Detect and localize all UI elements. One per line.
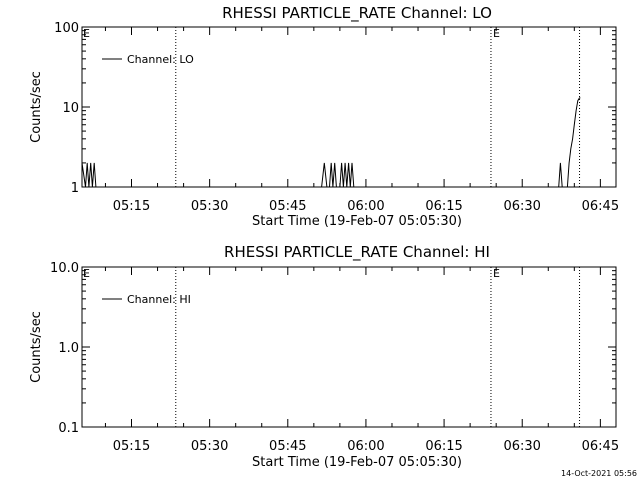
y-axis-label: Counts/sec [29,71,44,143]
x-axis-label: Start Time (19-Feb-07 05:05:30) [252,455,462,470]
x-tick-label: 06:15 [425,439,462,454]
y-tick-label: 10 [62,101,79,116]
x-axis-label: Start Time (19-Feb-07 05:05:30) [252,214,462,229]
x-tick-label: 06:45 [582,199,619,214]
x-tick-label: 05:45 [269,439,306,454]
y-tick-label: 100 [54,21,79,36]
chart-title: RHESSI PARTICLE_RATE Channel: HI [224,243,490,262]
y-axis-label: Counts/sec [29,311,44,383]
y-tick-label: 10.0 [50,261,79,276]
series-line [81,97,581,188]
y-tick-label: 1.0 [58,341,79,356]
x-tick-label: 05:15 [113,439,150,454]
event-line-label: E [493,267,500,280]
x-tick-label: 05:30 [191,439,228,454]
plot-frame [81,266,617,428]
y-tick-label: 0.1 [58,421,79,436]
y-tick-label: 1 [71,181,79,196]
x-tick-label: 06:30 [503,439,540,454]
legend-label: Channel: LO [127,53,194,66]
start-marker-label: E [83,27,90,40]
x-tick-label: 06:15 [425,199,462,214]
start-marker-label: E [83,267,90,280]
x-tick-label: 06:00 [347,199,384,214]
legend-label: Channel: HI [127,293,191,306]
x-tick-label: 05:30 [191,199,228,214]
hi-channel-panel: RHESSI PARTICLE_RATE Channel: HI Start Ti… [29,243,619,470]
x-tick-label: 05:45 [269,199,306,214]
chart-title: RHESSI PARTICLE_RATE Channel: LO [222,4,492,23]
x-tick-label: 06:00 [347,439,384,454]
event-line-label: E [493,27,500,40]
x-tick-label: 05:15 [113,199,150,214]
x-tick-label: 06:45 [582,439,619,454]
lo-channel-panel: RHESSI PARTICLE_RATE Channel: LO Start Ti… [29,4,619,229]
x-tick-label: 06:30 [503,199,540,214]
footer-timestamp: 14-Oct-2021 05:56 [561,469,637,478]
